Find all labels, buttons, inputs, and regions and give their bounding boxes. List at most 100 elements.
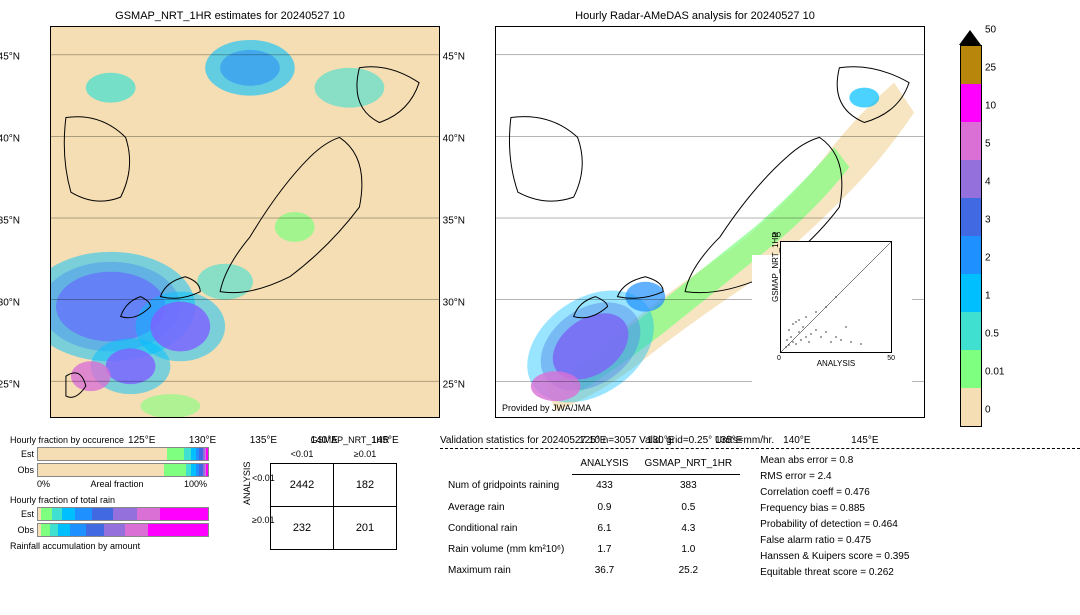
val-stat-line: Hanssen & Kuipers score = 0.395 bbox=[760, 549, 909, 565]
validation-panel: Validation statistics for 20240527 10 n=… bbox=[440, 435, 1080, 615]
val-row-label: Num of gridpoints raining bbox=[440, 475, 572, 497]
colorbar-label: 3 bbox=[985, 215, 991, 226]
radar-map-panel: Hourly Radar-AMeDAS analysis for 2024052… bbox=[455, 10, 935, 430]
validation-divider bbox=[440, 448, 1080, 449]
colorbar-panel: 50 25 10 5 4 3 2 1 0.5 0.01 0 bbox=[940, 10, 1080, 430]
obs-label: Obs bbox=[10, 525, 37, 535]
y-tick: 30°N bbox=[0, 298, 20, 309]
val-row-v2: 0.5 bbox=[637, 496, 741, 517]
y-tick: 25°N bbox=[443, 379, 465, 390]
inset-scatter-panel: ANALYSIS GSMAP_NRT_1HR 50 0 50 bbox=[752, 255, 912, 405]
inset-tick: 0 bbox=[777, 355, 781, 362]
x-tick: 135°E bbox=[715, 435, 742, 446]
val-stat-line: RMS error = 2.4 bbox=[760, 469, 909, 485]
val-row-label: Conditional rain bbox=[440, 518, 572, 539]
cont-col-label-0: <0.01 bbox=[271, 445, 334, 464]
colorbar-over-arrow-icon bbox=[959, 30, 981, 45]
colorbar-label: 10 bbox=[985, 101, 996, 112]
x-tick: 130°E bbox=[189, 435, 216, 446]
colorbar-label: 25 bbox=[985, 63, 996, 74]
est-occ-row: Est bbox=[10, 447, 220, 461]
obs-occ-bar bbox=[37, 463, 209, 477]
axis-center: Areal fraction bbox=[90, 479, 143, 489]
bottom-panel: Hourly fraction by occurence Est Obs 0% … bbox=[10, 435, 1080, 615]
cont-cell: 182 bbox=[334, 464, 397, 507]
val-stat-line: Frequency bias = 0.885 bbox=[760, 501, 909, 517]
validation-title: Validation statistics for 20240527 10 n=… bbox=[440, 435, 1080, 446]
obs-label: Obs bbox=[10, 465, 37, 475]
x-tick: 140°E bbox=[783, 435, 810, 446]
y-tick: 35°N bbox=[0, 216, 20, 227]
totalrain-title: Hourly fraction of total rain bbox=[10, 495, 220, 505]
colorbar bbox=[960, 45, 982, 427]
inset-scatter-svg bbox=[781, 242, 891, 352]
obs-tot-bar bbox=[37, 523, 209, 537]
val-row-label: Maximum rain bbox=[440, 560, 572, 581]
colorbar-label: 2 bbox=[985, 253, 991, 264]
y-tick: 45°N bbox=[443, 52, 465, 63]
val-row-label: Average rain bbox=[440, 496, 572, 517]
val-row-v1: 0.9 bbox=[572, 496, 636, 517]
validation-table: ANALYSIS GSMAP_NRT_1HR Num of gridpoints… bbox=[440, 453, 740, 581]
occ-axis: 0% Areal fraction 100% bbox=[37, 479, 207, 489]
est-label: Est bbox=[10, 449, 37, 459]
contingency-table: <0.01 ≥0.01 2442 182 232 201 bbox=[270, 445, 397, 550]
cont-row-label-0: <0.01 bbox=[252, 473, 275, 483]
est-label: Est bbox=[10, 509, 37, 519]
x-tick: 145°E bbox=[851, 435, 878, 446]
colorbar-label: 0.5 bbox=[985, 329, 999, 340]
est-occ-bar bbox=[37, 447, 209, 461]
inset-ylabel: GSMAP_NRT_1HR bbox=[771, 232, 780, 302]
cont-row-header: ANALYSIS bbox=[242, 462, 252, 505]
val-stat-line: Probability of detection = 0.464 bbox=[760, 517, 909, 533]
gsmap-map-frame: 125°E 130°E 135°E 140°E 145°E bbox=[50, 26, 440, 418]
axis-left: 0% bbox=[37, 479, 50, 489]
y-tick: 35°N bbox=[443, 216, 465, 227]
y-tick: 25°N bbox=[0, 379, 20, 390]
radar-map-title: Hourly Radar-AMeDAS analysis for 2024052… bbox=[455, 10, 935, 22]
est-tot-row: Est bbox=[10, 507, 220, 521]
accum-title: Rainfall accumulation by amount bbox=[10, 541, 220, 551]
validation-stats: Mean abs error = 0.8RMS error = 2.4Corre… bbox=[760, 453, 909, 581]
inset-tick: 50 bbox=[887, 355, 895, 362]
cont-cell: 201 bbox=[334, 507, 397, 550]
val-row-v2: 25.2 bbox=[637, 560, 741, 581]
inset-scatter-frame: ANALYSIS GSMAP_NRT_1HR 50 0 50 bbox=[780, 241, 892, 353]
contingency-panel: GSMAP_NRT_1HR ANALYSIS <0.01 ≥0.01 <0.01… bbox=[230, 435, 430, 615]
axis-right: 100% bbox=[184, 479, 207, 489]
cont-cell: 2442 bbox=[271, 464, 334, 507]
val-row-v1: 36.7 bbox=[572, 560, 636, 581]
val-row-label: Rain volume (mm km²10⁶) bbox=[440, 539, 572, 560]
gsmap-map-title: GSMAP_NRT_1HR estimates for 20240527 10 bbox=[10, 10, 450, 22]
val-row-v2: 1.0 bbox=[637, 539, 741, 560]
y-tick: 30°N bbox=[443, 298, 465, 309]
cont-cell: 232 bbox=[271, 507, 334, 550]
val-col1: ANALYSIS bbox=[572, 453, 636, 475]
val-stat-line: Equitable threat score = 0.262 bbox=[760, 565, 909, 581]
x-tick: 130°E bbox=[647, 435, 674, 446]
x-tick: 125°E bbox=[579, 435, 606, 446]
colorbar-label: 4 bbox=[985, 177, 991, 188]
y-tick: 40°N bbox=[443, 134, 465, 145]
val-row-v2: 4.3 bbox=[637, 518, 741, 539]
val-stat-line: False alarm ratio = 0.475 bbox=[760, 533, 909, 549]
inset-xlabel: ANALYSIS bbox=[781, 359, 891, 368]
gsmap-map-svg bbox=[51, 27, 439, 417]
colorbar-label: 0.01 bbox=[985, 367, 1004, 378]
colorbar-label: 5 bbox=[985, 139, 991, 150]
val-row-v1: 6.1 bbox=[572, 518, 636, 539]
colorbar-label: 50 bbox=[985, 25, 996, 36]
val-stat-line: Mean abs error = 0.8 bbox=[760, 453, 909, 469]
inset-tick: 50 bbox=[773, 232, 781, 239]
val-row-v1: 433 bbox=[572, 475, 636, 497]
val-stat-line: Correlation coeff = 0.476 bbox=[760, 485, 909, 501]
colorbar-label: 1 bbox=[985, 291, 991, 302]
cont-col-label-1: ≥0.01 bbox=[334, 445, 397, 464]
cont-row-label-1: ≥0.01 bbox=[252, 515, 274, 525]
y-tick: 40°N bbox=[0, 134, 20, 145]
x-tick: 125°E bbox=[128, 435, 155, 446]
colorbar-label: 0 bbox=[985, 405, 991, 416]
val-col2: GSMAP_NRT_1HR bbox=[637, 453, 741, 475]
y-tick: 45°N bbox=[0, 52, 20, 63]
fraction-charts: Hourly fraction by occurence Est Obs 0% … bbox=[10, 435, 220, 615]
